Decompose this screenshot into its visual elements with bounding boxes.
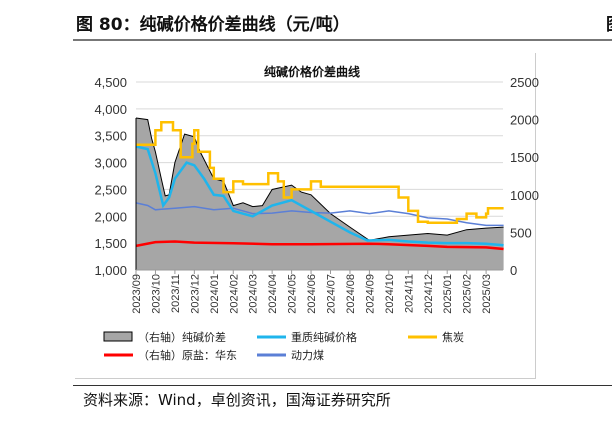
legend-label: 重质纯碱价格	[291, 330, 357, 344]
x-tick-label: 2024/07	[326, 274, 338, 314]
x-tick-label: 2023/12	[189, 274, 201, 314]
series-line-salt	[135, 240, 504, 251]
y-right-tick-label: 0	[510, 263, 517, 278]
chart-frame	[75, 53, 536, 379]
x-tick-label: 2025/01	[442, 274, 454, 314]
y-right-tick-label: 2500	[510, 75, 539, 90]
series-line-coke	[136, 121, 504, 224]
x-tick-label: 2024/11	[403, 274, 415, 313]
figure-title: 图 80：纯碱价格价差曲线（元/吨）	[76, 15, 350, 35]
x-tick-label: 2024/06	[306, 274, 318, 314]
source-note: 资料来源：Wind，卓创资讯，国海证券研究所	[83, 391, 391, 409]
x-tick-label: 2024/05	[287, 274, 299, 314]
x-tick-label: 2024/02	[228, 274, 240, 314]
y-left-tick-label: 4,000	[94, 102, 127, 117]
chart-title: 纯碱价格价差曲线	[264, 64, 360, 79]
series-line-spread-outline	[135, 117, 504, 241]
x-tick-label: 2023/11	[170, 274, 182, 313]
x-tick-label: 2025/03	[481, 274, 493, 314]
y-left-tick-label: 2,000	[94, 209, 127, 224]
x-tick-label: 2025/02	[462, 274, 474, 314]
x-tick-label: 2024/12	[423, 274, 435, 314]
header-divider	[73, 39, 612, 41]
x-tick-label: 2024/04	[267, 274, 279, 314]
legend-label: （右轴）纯碱价差	[138, 330, 226, 344]
x-tick-label: 2024/10	[384, 274, 396, 314]
y-left-tick-label: 1,000	[94, 263, 127, 278]
y-right-tick-label: 2000	[510, 113, 539, 128]
y-left-tick-label: 2,500	[94, 182, 127, 197]
y-left-tick-label: 3,500	[94, 129, 127, 144]
y-left-tick-label: 4,500	[94, 75, 127, 90]
x-tick-label: 2024/01	[209, 274, 221, 314]
series-line-soda-ash	[135, 145, 504, 247]
x-tick-label: 2023/10	[150, 274, 162, 314]
x-tick-label: 2023/09	[131, 274, 143, 314]
legend-swatch-spread	[103, 331, 133, 342]
legend-label: 焦炭	[442, 331, 464, 344]
series-line-thermal-coal	[135, 202, 504, 227]
series-area-spread	[136, 118, 504, 270]
y-right-tick-label: 1500	[510, 150, 539, 165]
clipped-next-title: 图	[606, 10, 612, 35]
y-right-tick-label: 1000	[510, 188, 539, 203]
legend-label: 动力煤	[291, 349, 324, 362]
y-left-tick-label: 1,500	[94, 236, 127, 251]
x-tick-label: 2024/09	[364, 274, 376, 314]
legend-label: （右轴）原盐：华东	[138, 348, 237, 362]
x-tick-label: 2024/03	[248, 274, 260, 314]
footer-divider	[73, 385, 612, 386]
y-right-tick-label: 500	[510, 225, 532, 240]
y-left-tick-label: 3,000	[94, 156, 127, 171]
x-tick-label: 2024/08	[345, 274, 357, 314]
